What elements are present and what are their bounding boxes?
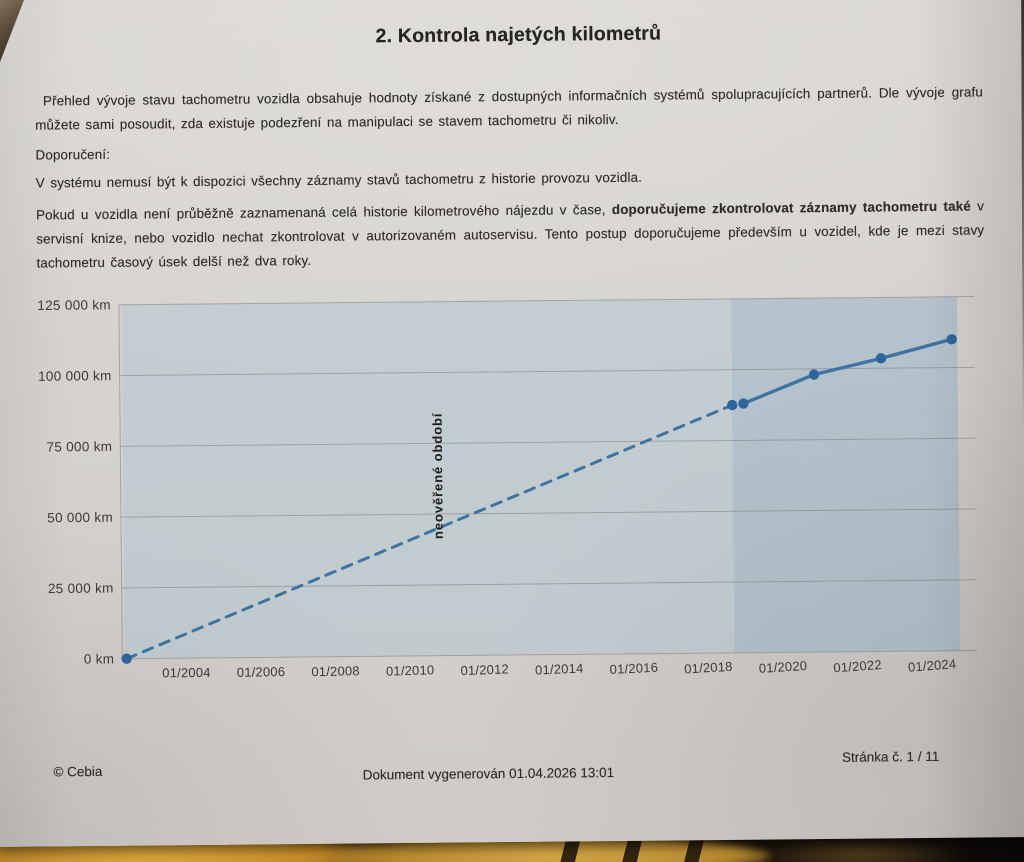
footer-generated-timestamp: Dokument vygenerován 01.04.2026 13:01 (362, 765, 615, 783)
svg-text:75 000 km: 75 000 km (46, 439, 112, 455)
advice-text-pre: Pokud u vozidla není průběžně zaznamenan… (35, 202, 612, 223)
svg-text:100 000 km: 100 000 km (38, 368, 112, 384)
svg-text:01/2004: 01/2004 (162, 665, 211, 680)
svg-text:01/2006: 01/2006 (237, 664, 286, 680)
svg-text:01/2022: 01/2022 (833, 657, 882, 675)
table-gold-highlight-3 (760, 840, 960, 862)
svg-text:01/2014: 01/2014 (535, 661, 584, 678)
photo-edge-shadow (1021, 0, 1024, 430)
svg-text:01/2010: 01/2010 (386, 662, 435, 678)
svg-text:01/2012: 01/2012 (460, 661, 509, 678)
svg-text:01/2016: 01/2016 (609, 660, 658, 677)
svg-text:0 km: 0 km (84, 651, 115, 666)
intro-paragraph: Přehled vývoje stavu tachometru vozidla … (35, 84, 983, 133)
svg-text:125 000 km: 125 000 km (37, 297, 111, 313)
svg-text:01/2024: 01/2024 (907, 656, 956, 675)
recommendation-text: V systému nemusí být k dispozici všechny… (35, 169, 643, 191)
advice-paragraph: Pokud u vozidla není průběžně zaznamenan… (36, 194, 985, 275)
svg-text:neověřené období: neověřené období (430, 413, 446, 540)
svg-text:01/2008: 01/2008 (311, 663, 360, 679)
svg-text:01/2018: 01/2018 (684, 659, 733, 677)
svg-text:01/2020: 01/2020 (758, 658, 807, 676)
footer-page-number: Stránka č. 1 / 11 (841, 748, 940, 765)
advice-text-bold: doporučujeme zkontrolovat záznamy tachom… (611, 198, 971, 218)
page-title: 2. Kontrola najetých kilometrů (375, 22, 662, 48)
odometer-history-chart: 0 km 25 000 km 50 000 km 75 000 km 100 000 k… (37, 296, 978, 680)
svg-text:50 000 km: 50 000 km (47, 510, 113, 526)
svg-text:25 000 km: 25 000 km (48, 581, 114, 597)
recommendation-label: Doporučení: (35, 146, 111, 163)
